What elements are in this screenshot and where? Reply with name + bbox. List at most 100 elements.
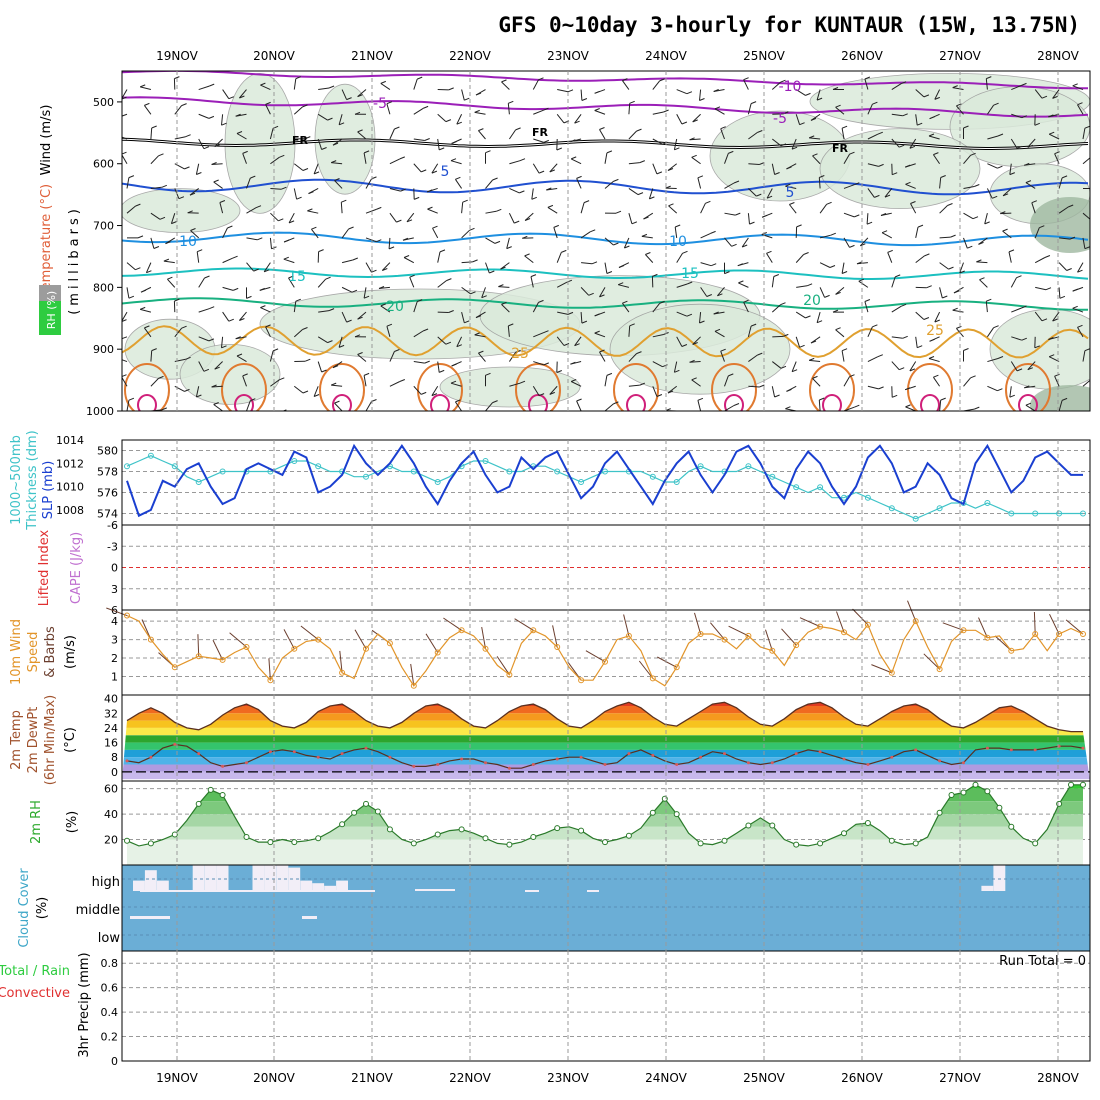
wind-barb-flag: [613, 242, 619, 246]
cloud-panel: Cloud Cover (%) high middle low: [17, 864, 1091, 952]
wind-barb-flag: [805, 315, 811, 319]
wind-speed-line-marker: [817, 623, 824, 630]
wind-barb: [791, 361, 797, 372]
wind-barb-flag: [346, 319, 352, 323]
rh-blob: [122, 188, 241, 233]
wind-barb-flag: [283, 256, 289, 260]
wind-barb-flag: [485, 372, 491, 376]
wind-barb-flag: [571, 156, 577, 160]
wind-barb-flag: [232, 255, 238, 259]
wind-barb-flag: [783, 333, 789, 337]
surface-wind-barb: [799, 617, 821, 628]
date-label-bottom: 19NOV: [156, 1071, 198, 1085]
wind-barb-flag: [117, 116, 122, 118]
surface-wind-barb: [1065, 619, 1084, 635]
dewpoint-marker: [460, 757, 464, 761]
wind-barb-flag: [1016, 368, 1023, 372]
thickness-line-marker: [219, 468, 226, 475]
dewpoint-marker: [507, 766, 511, 770]
temp-label-4: (°C): [63, 727, 78, 753]
wind-barb-flag: [864, 76, 871, 80]
wind-barb: [436, 410, 438, 411]
wind-barb: [956, 105, 964, 115]
wind-barb-flag: [403, 255, 410, 258]
wind-barb: [211, 385, 223, 388]
wind-barb-flag: [236, 131, 243, 134]
wind-barb: [236, 133, 247, 140]
chart-title: GFS 0~10day 3-hourly for KUNTAUR (15W, 1…: [498, 13, 1080, 37]
wind-barb-flag: [830, 232, 836, 236]
surface-wind-barb: [765, 629, 773, 651]
wind-speed-line-marker: [793, 642, 800, 649]
wind-barb-flag: [417, 299, 423, 303]
wind-barb-flag: [956, 103, 962, 107]
wind-barb-flag: [970, 152, 976, 156]
surface-wind-barb: [710, 622, 725, 640]
wind-barb-flag: [424, 138, 430, 141]
wind-barb: [867, 133, 879, 140]
wind-speed-line-marker: [1080, 631, 1086, 637]
wind-barb-flag: [295, 298, 301, 302]
wind-barb-flag: [406, 219, 413, 223]
wind-barb-flag: [464, 320, 470, 324]
wind-barb: [461, 261, 473, 264]
surface-warm-contour: [319, 363, 365, 411]
wind-barb-flag: [952, 307, 958, 311]
surface-wind-barb: [657, 656, 677, 668]
wind-barb: [524, 212, 534, 221]
wind-barb-flag: [190, 416, 195, 418]
cloud-label-1: Cloud Cover: [17, 868, 32, 948]
wind-barb: [219, 202, 224, 214]
wind-barb: [867, 163, 879, 167]
wind-barb: [676, 336, 683, 347]
wind-barb-flag: [899, 367, 905, 371]
wind-barb: [1072, 307, 1084, 313]
rh-band: [127, 801, 1083, 815]
wind-barb: [867, 385, 879, 390]
surface-wind-barb: [410, 663, 415, 686]
surface-hot-contour: [626, 394, 646, 411]
wind-barb-flag: [687, 281, 693, 285]
wind-barb-flag: [508, 323, 514, 327]
wind-barb: [478, 130, 486, 140]
wind-barb-flag: [494, 240, 501, 244]
surface-wind-barb: [623, 614, 630, 636]
date-label-top: 24NOV: [645, 49, 687, 63]
wind-barb: [1034, 311, 1043, 322]
wind-barb: [809, 359, 821, 363]
rh-marker: [219, 792, 226, 798]
wind-barb-flag: [208, 338, 215, 342]
wind-barb: [365, 178, 372, 189]
wind-barb: [771, 81, 781, 90]
wind-barb-flag: [599, 349, 605, 353]
wind-barb-flag: [618, 265, 625, 268]
dewpoint-marker: [197, 752, 201, 756]
dewpoint-marker: [842, 757, 846, 761]
wind-barb-flag: [881, 230, 888, 234]
wind-barb: [1011, 113, 1022, 119]
wind-barb-flag: [431, 393, 438, 397]
wind-barb: [174, 163, 185, 170]
wind-speed-line-marker: [578, 677, 585, 684]
wind-barb: [293, 78, 297, 90]
contour-label: 20: [803, 293, 821, 309]
wind-barb-flag: [874, 194, 880, 198]
wind-barb-flag: [1072, 305, 1078, 309]
wind-barb: [835, 286, 845, 295]
wind-barb: [549, 163, 558, 173]
wind-barb-flag: [321, 147, 327, 150]
wind-speed-line-marker: [864, 621, 871, 628]
precip-label-2: Convective: [0, 986, 70, 1001]
wind-barb-flag: [1059, 295, 1066, 299]
wind-barb-flag: [519, 190, 525, 194]
wind-barb: [454, 401, 463, 411]
wind-barb: [574, 113, 582, 124]
wind-barb-flag: [338, 344, 345, 348]
wind-barb-flag: [378, 286, 385, 289]
wind-barb-flag: [993, 102, 999, 106]
wind-barb: [743, 301, 749, 313]
wind-barb: [928, 135, 940, 140]
wind-barb: [1010, 277, 1017, 288]
wind-barb-flag: [826, 201, 832, 205]
wind-barb-flag: [214, 366, 220, 370]
